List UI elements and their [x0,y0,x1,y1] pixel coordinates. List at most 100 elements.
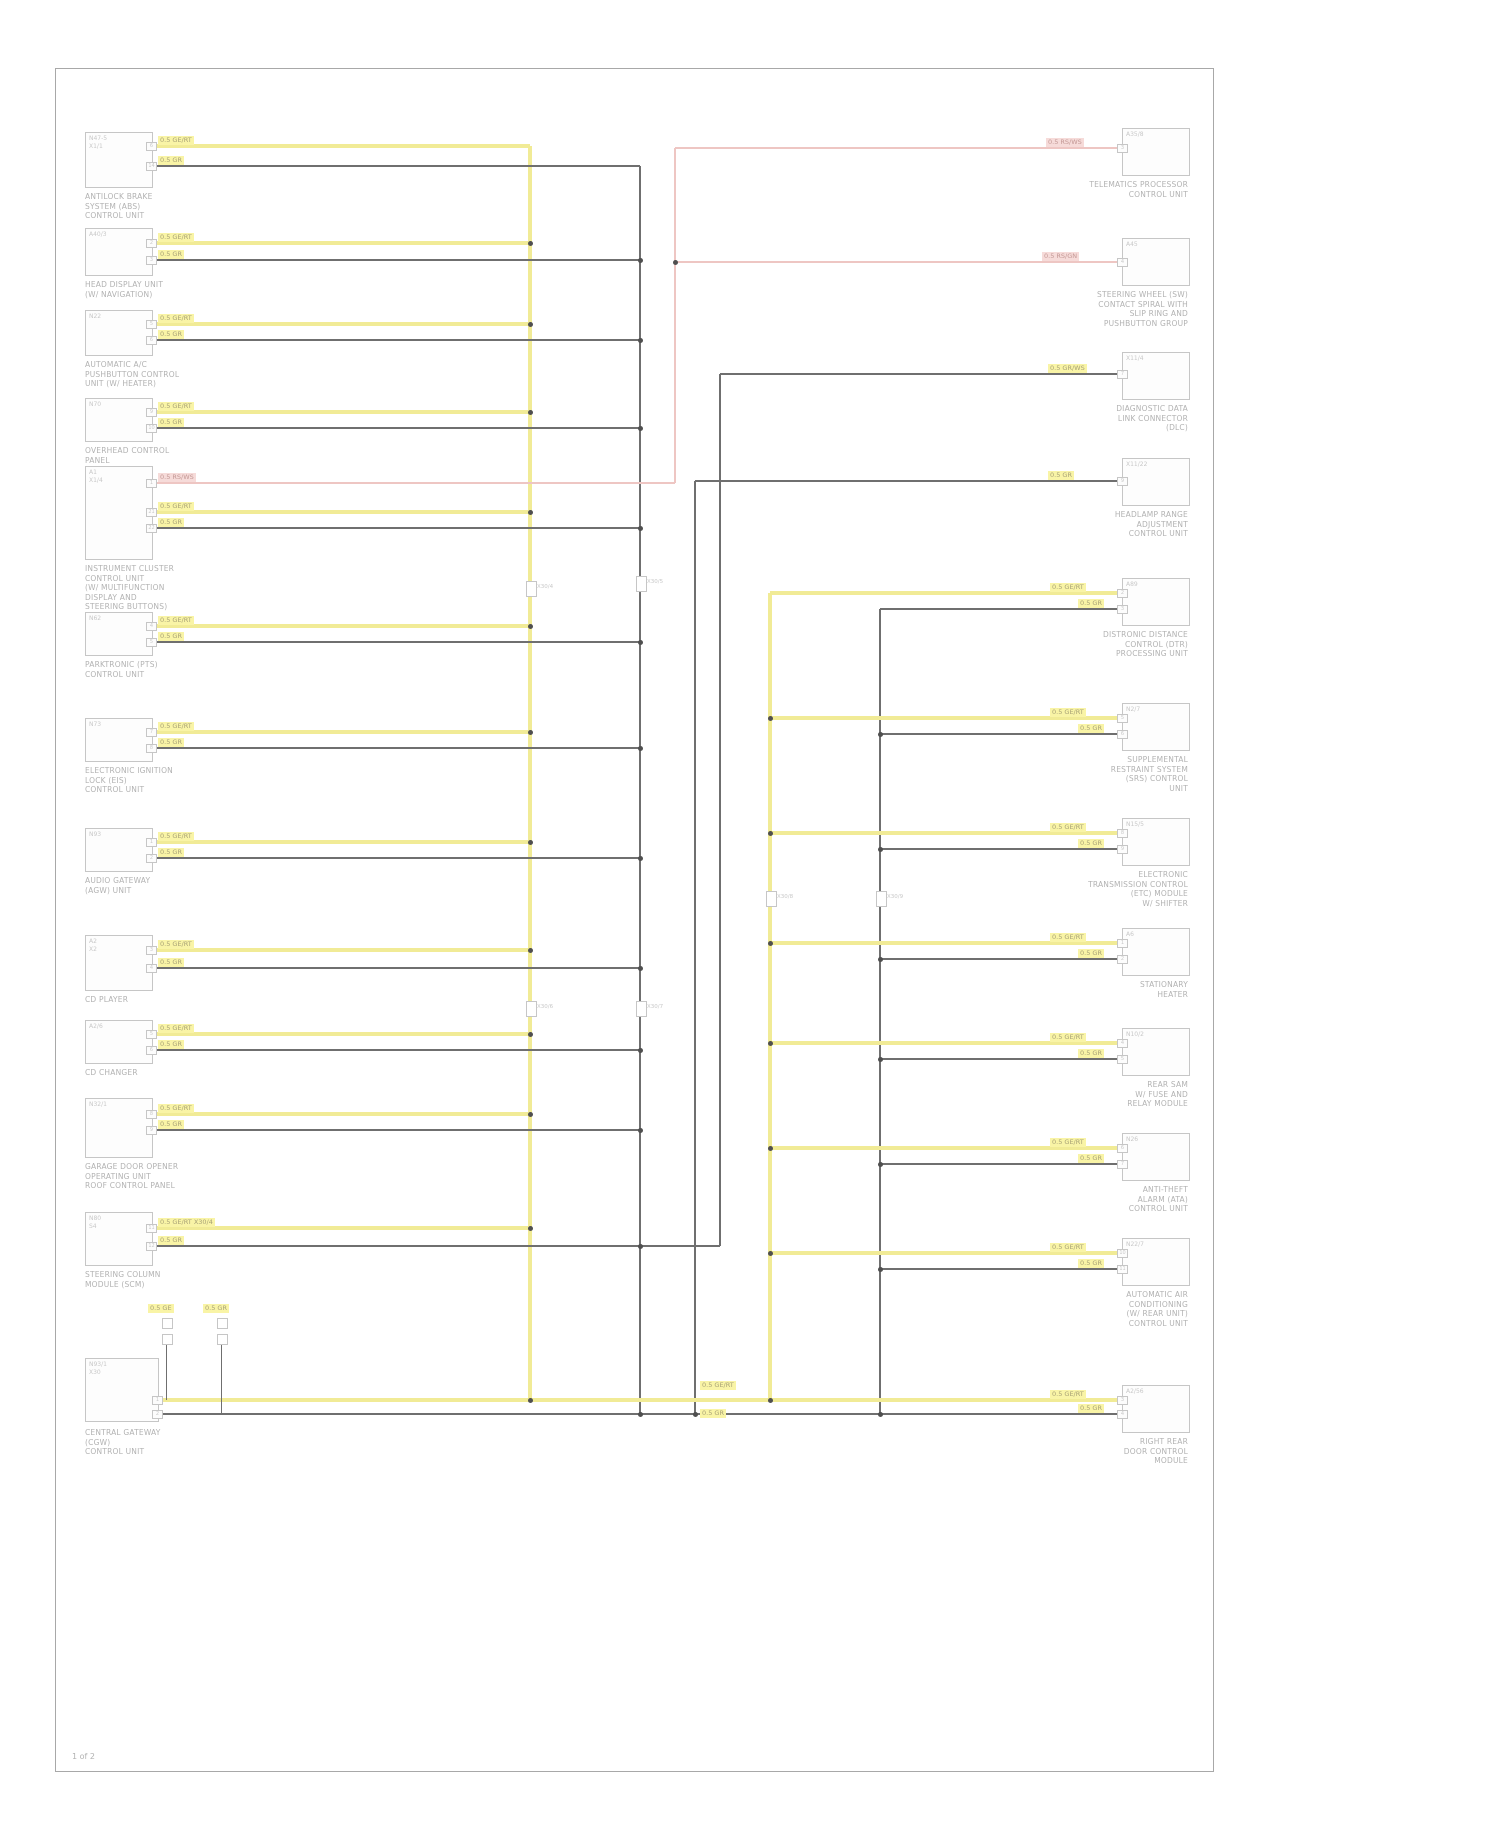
junction-dot [672,259,678,265]
junction-dot [767,1145,773,1151]
module-label-distronic-unit: DISTRONIC DISTANCE CONTROL (DTR) PROCESSIN… [1038,630,1188,659]
wire-gauge-label: 0.5 GE/RT [158,1024,194,1033]
module-code: N32/1 [89,1101,107,1108]
pin-square: 2 [146,854,157,863]
module-label-parktronic-unit: PARKTRONIC (PTS) CONTROL UNIT [85,660,225,679]
wire-yellow-h [151,144,530,148]
module-label-line: HEATER [1157,989,1188,999]
pin-square: 9 [1117,845,1128,854]
junction-dot [527,509,533,515]
wire-gauge-label: 0.5 GR [158,738,184,747]
module-label-line: AUTOMATIC A/C [85,360,148,369]
wire-gauge-label: 0.5 RS/WS [158,473,196,482]
module-label-line: CONTROL UNIT [85,211,145,220]
wire-gauge-label: 0.5 GR [158,1040,184,1049]
wire-yellow-h [151,322,530,326]
stub-wire [220,1343,222,1414]
module-label-line: CENTRAL GATEWAY [85,1428,161,1437]
wire-gauge-label: 0.5 GR [1078,724,1104,733]
module-label-line: ELECTRONIC IGNITION [85,766,173,775]
module-label-line: MODULE (SCM) [85,1279,145,1289]
module-box-rear-ac-unit [1122,1238,1190,1286]
inline-connector [635,576,647,592]
pin-square: 3 [146,256,157,265]
wire-gauge-label: 0.5 GE/RT [158,616,194,625]
junction-dot [527,947,533,953]
pin-square: 6 [1117,730,1128,739]
module-label-line: STEERING COLUMN [85,1270,161,1279]
module-label-line: UNIT (W/ HEATER) [85,379,157,388]
bus-wire-dark [694,481,696,1414]
module-label-steering-column-module: STEERING COLUMN MODULE (SCM) [85,1270,225,1289]
module-box-steering-wheel-spiral [1122,238,1190,286]
module-code: A1 [89,469,97,476]
module-label-line: (W/ REAR UNIT) [1126,1309,1188,1318]
module-label-line: STEERING BUTTONS) [85,602,168,611]
module-label-rear-sam-module: REAR SAM W/ FUSE AND RELAY MODULE [1038,1080,1188,1109]
pin-square: 6 [146,336,157,345]
module-label-line: CONTROL UNIT [1128,1204,1188,1213]
wire-yellow-h [151,1226,530,1230]
junction-dot [637,639,643,645]
bus-wire-yellow [768,593,772,1400]
wire-gauge-label: 0.5 GE/RT [158,832,194,841]
module-label-cd-player: CD PLAYER [85,995,225,1005]
module-label-line: UNIT [1169,783,1188,793]
pin-square: 7 [146,728,157,737]
module-label-line: (CGW) [85,1437,111,1447]
wire-gauge-label: 0.5 RS/GN [1042,252,1080,261]
junction-dot [637,745,643,751]
wire-gauge-label: 0.5 GE/RT [1050,933,1086,942]
module-label-line: (SRS) CONTROL [1125,774,1188,783]
wire-gauge-label: 0.5 GE/RT X30/4 [158,1218,215,1227]
module-label-line: ANTI-THEFT [1142,1185,1188,1194]
module-label-line: OVERHEAD CONTROL [85,446,170,455]
module-label-line: DOOR CONTROL [1123,1446,1188,1456]
module-label-line: HEADLAMP RANGE [1114,510,1188,519]
module-label-line: CONTROL UNIT [85,785,145,794]
wire-gauge-label: 0.5 GE/RT [158,136,194,145]
pin-square: 2 [1117,955,1128,964]
junction-dot [877,956,883,962]
module-code: N70 [89,401,102,408]
module-code-2: X2 [89,946,97,953]
stub-connector [216,1334,228,1345]
module-label-line: (W/ NAVIGATION) [85,289,153,299]
junction-dot [527,1111,533,1117]
junction-dot [767,715,773,721]
module-label-line: TELEMATICS PROCESSOR [1089,180,1188,189]
module-label-line: OPERATING UNIT [85,1171,151,1181]
pin-square: 3 [146,946,157,955]
module-label-audio-gateway: AUDIO GATEWAY (AGW) UNIT [85,876,225,895]
module-label-line: STEERING WHEEL (SW) [1097,290,1188,299]
wire-gauge-label: 0.5 GE/RT [1050,1243,1086,1252]
module-label-ac-pushbutton-unit: AUTOMATIC A/C PUSHBUTTON CONTROL UNIT (W/ … [85,360,225,389]
module-label-line: TRANSMISSION CONTROL [1088,879,1188,889]
module-label-line: AUDIO GATEWAY [85,876,151,885]
junction-dot [637,1411,643,1417]
module-label-line: MODULE [1154,1456,1188,1465]
module-box-etc-control-module [1122,818,1190,866]
stub-connector [216,1318,228,1329]
pin-square: 3 [1117,144,1128,153]
junction-dot [877,846,883,852]
module-label-head-display-unit: HEAD DISPLAY UNIT (W/ NAVIGATION) [85,280,225,299]
wire-yellow-h [151,840,530,844]
module-label-line: DISTRONIC DISTANCE [1103,630,1188,639]
stub-wire [165,1343,167,1400]
module-code: A40/3 [89,231,107,238]
junction-dot [637,425,643,431]
module-label-line: CONTROL UNIT [1128,189,1188,199]
wire-yellow-h [151,1032,530,1036]
pin-square: 8 [146,1110,157,1119]
wire-gauge-label: 0.5 GR [158,958,184,967]
module-code-2: S4 [89,1223,97,1230]
junction-dot [637,1047,643,1053]
wire-gauge-label: 0.5 GR [158,1120,184,1129]
module-box-abs-control-unit [85,132,153,188]
junction-dot [637,1243,643,1249]
wire-gauge-label: 0.5 GR [1078,949,1104,958]
stub-label: 0.5 GE [148,1304,174,1313]
module-label-line: STATIONARY [1139,980,1188,989]
pin-square: 4 [1117,1410,1128,1419]
